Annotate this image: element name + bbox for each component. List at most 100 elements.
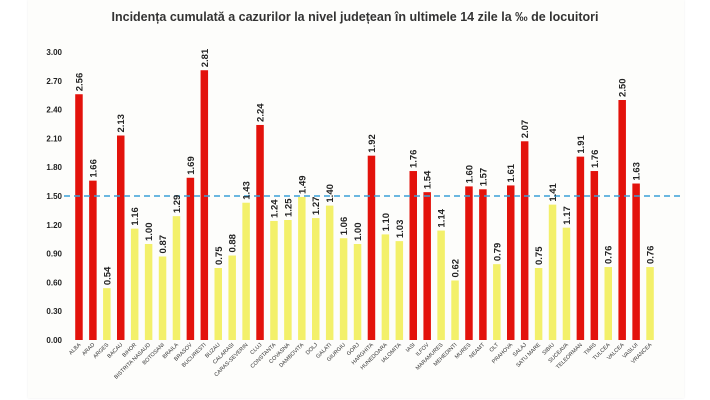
y-tick-label: 3.00 (46, 48, 62, 57)
bar-dambovita (298, 196, 306, 340)
y-tick-label: 0.00 (46, 336, 62, 345)
bar-giurgiu (339, 238, 348, 340)
bar-satu-mare (534, 268, 543, 340)
bar-bacau (117, 135, 125, 340)
data-label: 0.76 (604, 246, 615, 265)
data-label: 1.43 (242, 181, 253, 200)
bar-arad (89, 180, 97, 340)
data-label: 1.91 (576, 134, 587, 153)
bar-vrancea (646, 267, 654, 340)
bar-salaj (520, 141, 529, 340)
data-label: 0.54 (102, 266, 113, 285)
chart-title: Incidența cumulată a cazurilor la nivel … (111, 10, 599, 24)
data-label: 1.29 (172, 195, 183, 214)
bar-alba (75, 94, 83, 341)
data-label: 1.10 (381, 213, 392, 232)
bar-gorj (353, 244, 362, 340)
bar-mehedinti (451, 280, 459, 340)
bar-timis (590, 171, 599, 340)
bar-ilfov (423, 192, 431, 340)
data-label: 1.03 (395, 220, 406, 239)
bar-covasna (284, 220, 292, 340)
data-label: 1.63 (632, 162, 643, 181)
data-label: 1.00 (353, 223, 364, 242)
data-label: 0.88 (228, 234, 239, 253)
data-label: 1.27 (311, 197, 322, 216)
data-label: 0.79 (492, 243, 503, 261)
bar-olt (493, 264, 501, 340)
y-tick-label: 0.90 (46, 250, 62, 259)
bar-sibiu (548, 204, 557, 340)
bar-bucuresti (200, 70, 209, 341)
x-tick-label: IASI (405, 342, 417, 354)
bar-caras-severin (242, 202, 250, 340)
bar-hunedoara (381, 234, 390, 340)
y-tick-label: 2.10 (46, 134, 62, 143)
data-label: 1.69 (186, 156, 197, 175)
bar-valcea (618, 100, 626, 340)
data-label: 1.76 (409, 150, 420, 169)
bar-bihor (130, 228, 139, 340)
y-tick-label: 1.20 (46, 221, 62, 230)
bar-cluj (256, 124, 264, 341)
y-tick-label: 2.40 (46, 106, 62, 115)
bar-teleorman (576, 156, 585, 340)
bar-maramures (437, 230, 445, 340)
bars-group (75, 70, 654, 341)
bar-dolj (312, 218, 320, 340)
data-label: 1.61 (506, 163, 517, 182)
data-label: 1.76 (590, 150, 601, 169)
data-labels-group: 2.561.660.542.131.161.000.871.291.692.81… (74, 48, 656, 285)
data-label: 1.92 (367, 134, 378, 153)
data-label: 0.76 (646, 246, 657, 265)
bar-constanta (270, 220, 278, 340)
bar-vaslui (632, 183, 640, 340)
bar-mures (465, 186, 473, 340)
data-label: 0.75 (214, 246, 225, 265)
data-label: 0.87 (158, 235, 169, 254)
data-label: 1.06 (339, 217, 350, 236)
bar-tulcea (604, 267, 612, 340)
data-label: 1.41 (548, 182, 559, 201)
data-label: 2.13 (116, 114, 127, 133)
y-axis: 0.00 0.30 0.60 0.90 1.20 1.50 1.80 2.10 2.40 2.70… (46, 48, 62, 345)
bar-suceava (562, 227, 571, 340)
bar-calarasi (228, 255, 236, 340)
data-label: 1.40 (325, 184, 336, 203)
y-tick-label: 0.30 (46, 307, 62, 316)
bar-brasov (186, 177, 195, 340)
y-tick-label: 0.60 (46, 278, 62, 287)
data-label: 1.24 (269, 199, 280, 218)
x-tick-label: OLT (489, 342, 501, 354)
bar-bistrita-nasaud (144, 244, 153, 340)
data-label: 1.14 (437, 208, 448, 227)
data-label: 2.56 (74, 73, 85, 92)
data-label: 2.81 (200, 48, 211, 67)
data-label: 1.17 (562, 206, 573, 225)
data-label: 2.50 (618, 79, 629, 98)
data-label: 1.66 (88, 159, 99, 178)
bar-buzau (214, 268, 222, 340)
data-label: 1.16 (130, 207, 141, 226)
data-label: 2.24 (256, 103, 267, 122)
data-label: 0.75 (534, 246, 545, 265)
data-label: 0.62 (451, 259, 462, 278)
bar-iasi (409, 171, 417, 340)
y-tick-label: 1.50 (46, 192, 62, 201)
bar-prahova (507, 185, 515, 340)
bar-galati (325, 205, 334, 340)
data-label: 1.00 (144, 223, 155, 242)
bar-arges (103, 288, 111, 340)
data-label: 1.57 (478, 168, 489, 187)
data-label: 1.54 (423, 170, 434, 189)
bar-harghita (367, 155, 376, 340)
x-tick-label: ALBA (68, 342, 82, 356)
bar-botosani (158, 256, 167, 340)
data-label: 1.25 (283, 198, 294, 217)
bar-braila (172, 216, 181, 340)
x-tick-label: NEAMT (468, 342, 486, 360)
x-tick-label: BACAU (107, 342, 125, 360)
y-tick-label: 2.70 (46, 77, 62, 86)
